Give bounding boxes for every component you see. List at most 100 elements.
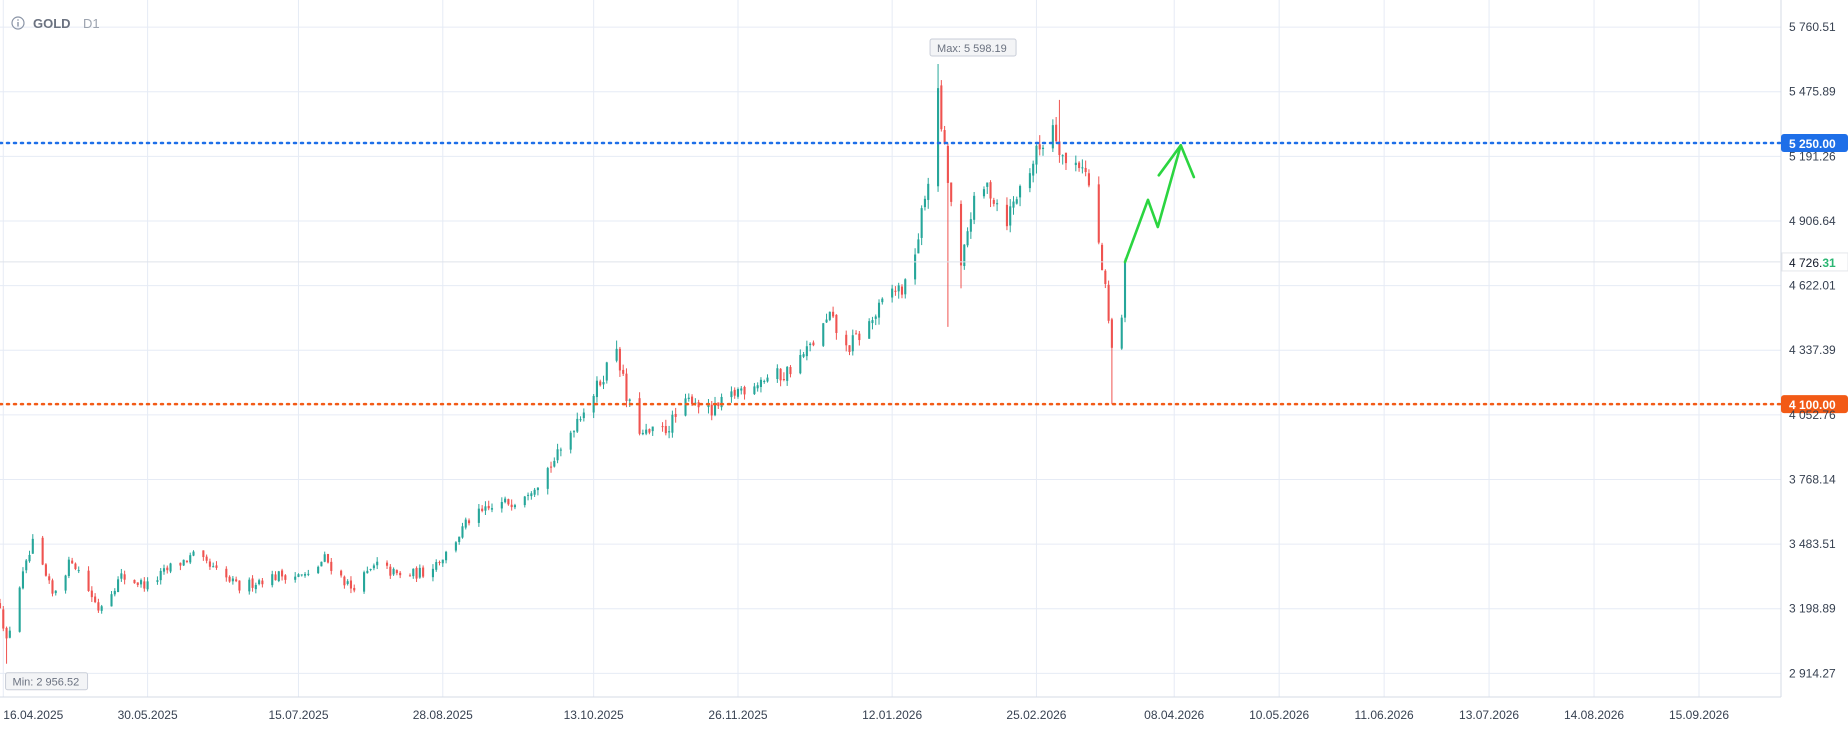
candle-body-140 [641,432,644,435]
candle-body-80 [366,570,369,574]
candle-body-226 [1035,145,1038,165]
candle-body-211 [966,231,969,246]
candle-body-100 [458,536,461,543]
candle-body-19 [87,570,90,591]
x-tick-label-10: 11.06.2026 [1355,708,1414,722]
y-tick-label-6: 4 622.01 [1789,279,1836,293]
candle-body-162 [740,388,743,391]
candle-body-124 [569,432,572,450]
candle-body-63 [284,575,287,580]
candle-body-139 [638,398,641,434]
candle-body-206 [943,130,946,144]
candle-body-144 [661,426,664,428]
candlestick-series[interactable] [0,63,1127,664]
x-tick-label-11: 13.07.2026 [1459,708,1519,722]
candle-body-112 [510,504,513,508]
candle-body-52 [235,579,238,582]
candle-body-151 [691,396,694,405]
candle-body-81 [369,568,372,570]
candle-body-91 [415,567,418,579]
candle-body-53 [238,580,241,591]
candle-body-143 [651,426,654,432]
max-annotation: Max: 5 598.19 [929,38,1017,57]
candle-body-132 [602,382,605,385]
candle-body-121 [553,460,556,467]
candle-body-129 [592,395,595,413]
candle-body-210 [963,244,966,267]
candle-body-136 [622,369,625,374]
candle-body-122 [556,449,559,461]
candle-body-45 [205,556,208,561]
candle-body-141 [645,429,648,434]
candle-body-220 [1009,206,1012,226]
candle-body-65 [297,574,300,577]
candle-body-96 [438,562,441,564]
candle-body-108 [490,508,494,510]
candle-body-195 [894,290,897,292]
candle-body-168 [766,377,769,382]
candle-body-179 [822,323,825,346]
candle-body-110 [504,498,507,503]
candle-body-93 [422,567,425,577]
candle-body-15 [67,559,70,576]
price-axis[interactable]: 2 914.27 3 198.89 3 483.51 3 768.14 4 052.76… [1789,20,1836,680]
candle-body-77 [349,580,353,589]
candle-body-237 [1084,167,1087,173]
x-tick-label-3: 28.08.2025 [413,708,473,722]
candle-body-176 [805,346,808,357]
resistance-price-label: 5 250.00 [1789,137,1836,151]
candle-body-234 [1074,162,1077,166]
candle-body-85 [389,566,392,576]
candle-body-32 [143,581,146,589]
support-price-tag[interactable]: 4 100.00 [1781,395,1848,414]
candle-body-60 [274,574,277,581]
candle-body-67 [303,574,307,576]
candle-body-10 [44,564,47,576]
candle-body-142 [648,429,651,433]
candle-body-70 [320,561,323,567]
candle-body-134 [615,348,618,361]
x-tick-label-0: 16.04.2025 [3,708,63,722]
x-tick-label-4: 13.10.2025 [564,708,624,722]
candle-body-83 [376,561,379,566]
annotations: Max: 5 598.19 Min: 2 956.52 [5,38,1017,691]
candle-body-38 [169,563,172,572]
candle-body-224 [1028,173,1031,189]
candle-body-199 [914,254,917,280]
projection-arrow [1123,144,1196,264]
x-tick-label-1: 30.05.2025 [118,708,178,722]
candle-body-197 [900,286,904,295]
candle-body-198 [904,279,907,295]
candle-body-31 [139,580,143,585]
horizontal-levels[interactable]: 5 250.00 4 100.00 4 726.31 [0,134,1848,414]
y-tick-label-7: 4 906.64 [1789,214,1836,228]
candle-body-202 [923,198,926,208]
candle-body-148 [674,413,677,417]
candle-body-78 [353,587,356,591]
candle-body-155 [710,404,713,416]
candle-body-201 [920,208,923,238]
candle-body-131 [599,381,602,386]
candle-body-233 [1064,152,1068,164]
candle-body-13 [54,590,57,594]
candle-body-133 [605,362,608,381]
candle-body-11 [48,576,51,581]
candle-body-187 [855,333,858,335]
candle-body-103 [467,520,471,524]
candle-body-145 [664,426,667,434]
candle-body-166 [759,379,762,387]
candle-body-73 [330,561,333,571]
resistance-price-tag[interactable]: 5 250.00 [1781,134,1848,153]
time-axis[interactable]: 16.04.2025 30.05.2025 15.07.2025 28.08.2025… [3,708,1729,722]
candle-body-161 [736,389,740,397]
support-price-label: 4 100.00 [1789,398,1836,412]
candle-body-25 [113,590,116,595]
candle-body-135 [618,348,621,371]
candle-body-242 [1107,284,1110,321]
candle-body-101 [461,526,464,538]
candle-body-207 [946,145,949,183]
candle-body-41 [185,560,189,562]
info-icon[interactable] [11,16,25,30]
